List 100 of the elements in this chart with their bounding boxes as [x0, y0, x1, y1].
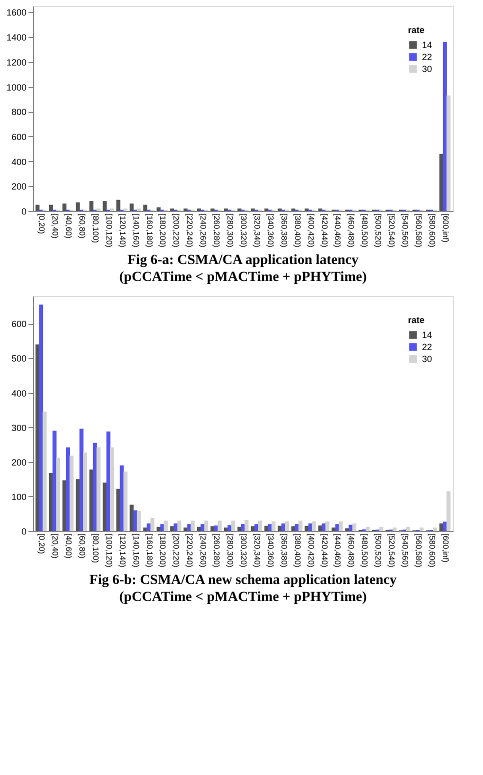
legend-label: 22	[422, 342, 432, 352]
bar	[190, 520, 195, 531]
x-tick-label: [540,560)	[400, 214, 410, 248]
x-tick-label: [380,400)	[292, 214, 302, 248]
x-tick-label: [500,520)	[374, 534, 383, 568]
bar	[156, 207, 161, 211]
bar	[89, 201, 94, 211]
bar	[52, 430, 57, 531]
x-tick-label: [420,440)	[320, 534, 329, 568]
bar	[150, 518, 154, 531]
x-tick-label: [400,420)	[306, 214, 316, 248]
x-tick-label: [580,600)	[427, 214, 436, 248]
bar	[304, 526, 309, 531]
x-tick-label: [220,240)	[185, 534, 194, 568]
bar	[143, 528, 148, 531]
bar	[298, 520, 302, 531]
bar	[110, 447, 114, 531]
y-tick-label: 800	[11, 107, 26, 118]
legend-title: rate	[408, 25, 425, 35]
bar	[76, 202, 80, 211]
x-tick-label: [600,inf)	[440, 534, 450, 563]
bar	[420, 528, 424, 531]
x-tick-label: [140,160)	[131, 214, 140, 248]
x-tick-label: [140,160)	[131, 534, 140, 568]
x-tick-label: [60,80)	[77, 534, 86, 559]
x-tick-label: [480,500)	[360, 214, 370, 248]
bar	[335, 524, 340, 531]
x-tick-label: [300,320)	[239, 534, 248, 568]
bar	[116, 200, 120, 211]
bar	[318, 525, 322, 531]
x-tick-label: [80,100)	[90, 214, 100, 244]
x-tick-label: [80,100)	[90, 534, 100, 564]
y-tick-label: 400	[11, 388, 26, 398]
y-tick-label: 1600	[6, 8, 26, 18]
y-tick-label: 200	[11, 182, 26, 192]
bar	[392, 528, 397, 531]
x-tick-label: [360,380)	[279, 214, 288, 248]
x-tick-label: [580,600)	[427, 534, 436, 568]
bar	[272, 521, 276, 531]
x-tick-label: [280,300)	[226, 534, 235, 568]
x-tick-label: [440,460)	[333, 214, 342, 248]
bar	[96, 447, 101, 531]
bar	[406, 526, 410, 531]
x-tick-label: [220,240)	[185, 214, 194, 248]
y-tick-label: 1000	[6, 82, 26, 92]
bar	[106, 431, 110, 531]
legend-title: rate	[408, 315, 425, 325]
x-tick-label: [560,580)	[414, 534, 423, 568]
x-tick-label: [540,560)	[400, 534, 410, 568]
bar	[442, 42, 447, 211]
bar	[352, 523, 356, 531]
x-tick-label: [260,280)	[212, 534, 222, 568]
y-tick-label: 1200	[6, 57, 26, 68]
bar	[312, 521, 316, 531]
legend-label: 14	[422, 330, 432, 340]
bar	[258, 520, 262, 531]
x-tick-label: [0,20)	[37, 534, 46, 554]
bar	[446, 95, 451, 211]
x-tick-label: [20,40)	[50, 214, 60, 239]
x-tick-label: [240,260)	[198, 214, 208, 248]
text: Fig 6-b: CSMA/CA new schema application latency	[89, 572, 397, 588]
bar	[130, 204, 134, 211]
bar	[218, 520, 222, 531]
x-tick-label: [60,80)	[77, 214, 86, 239]
bar	[177, 520, 182, 531]
bar	[70, 456, 74, 531]
bar	[83, 452, 88, 531]
legend-label: 14	[422, 40, 432, 50]
bar	[433, 528, 438, 531]
bar	[231, 520, 236, 531]
y-tick-label: 600	[11, 132, 26, 142]
x-tick-label: [600,inf)	[440, 214, 450, 243]
x-tick-label: [460,480)	[346, 214, 356, 248]
text: (pCCATime < pMACTime + pPHYTime)	[119, 590, 368, 605]
bar	[204, 520, 208, 531]
x-tick-label: [340,360)	[266, 534, 275, 568]
y-tick-label: 1400	[6, 32, 26, 43]
x-tick-label: [200,220)	[172, 534, 181, 568]
bar	[79, 428, 84, 531]
bar	[143, 204, 148, 211]
x-tick-label: [420,440)	[320, 214, 329, 248]
bar	[48, 204, 53, 211]
bar	[39, 304, 44, 531]
x-tick-label: [360,380)	[279, 534, 288, 568]
x-tick-label: [0,20)	[37, 214, 46, 234]
text: Fig 6-a: CSMA/CA application latency	[128, 252, 358, 268]
bar	[338, 521, 343, 531]
y-tick-label: 600	[11, 319, 26, 330]
bar	[250, 526, 255, 531]
x-tick-label: [480,500)	[360, 534, 370, 568]
legend-label: 30	[422, 354, 432, 364]
bar	[325, 521, 330, 531]
bar	[345, 528, 350, 531]
legend-label: 30	[422, 64, 432, 74]
bar	[164, 520, 168, 531]
bar	[136, 510, 141, 531]
x-tick-label: [160,180)	[144, 534, 154, 568]
x-tick-label: [40,60)	[64, 534, 73, 559]
x-tick-label: [440,460)	[333, 534, 342, 568]
x-tick-label: [400,420)	[306, 534, 316, 568]
